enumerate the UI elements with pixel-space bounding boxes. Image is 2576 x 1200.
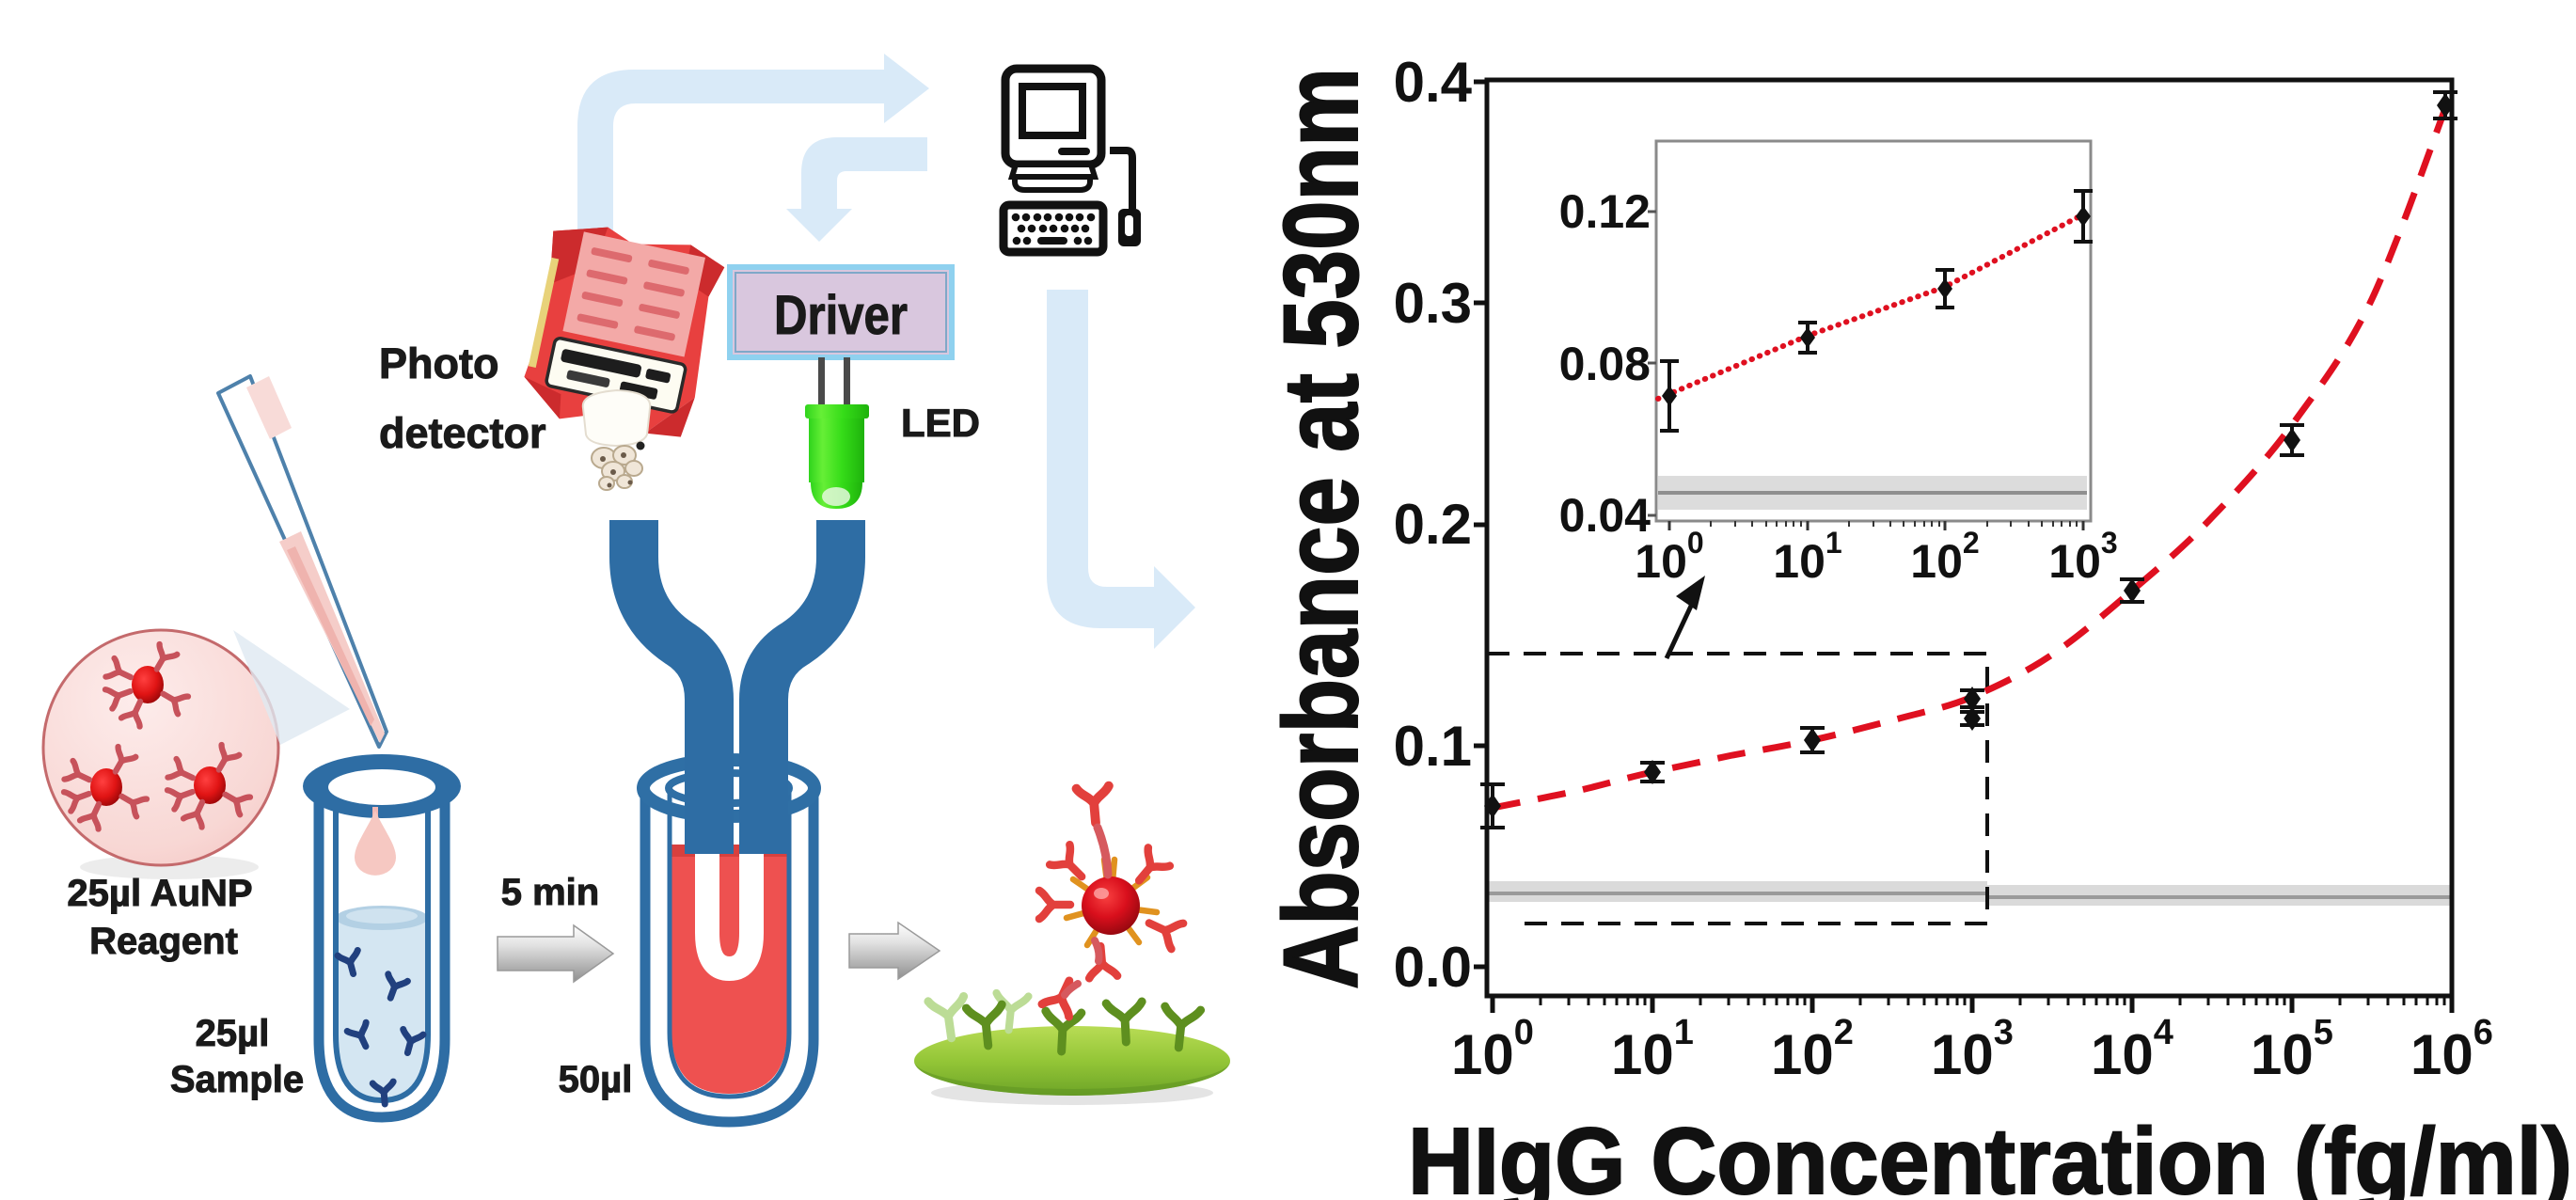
svg-text:0.3: 0.3 — [1394, 272, 1472, 335]
svg-text:25µl AuNP: 25µl AuNP — [67, 873, 252, 914]
svg-text:Sample: Sample — [170, 1059, 304, 1100]
svg-text:0.12: 0.12 — [1559, 185, 1651, 238]
svg-text:Absorbance at 530nm: Absorbance at 530nm — [1262, 68, 1380, 989]
svg-text:0.2: 0.2 — [1394, 493, 1472, 556]
svg-text:LED: LED — [901, 401, 980, 445]
svg-text:5 min: 5 min — [501, 872, 599, 913]
svg-text:Photo: Photo — [379, 339, 498, 387]
svg-text:0.08: 0.08 — [1559, 338, 1651, 390]
svg-text:HIgG Concentration (fg/ml): HIgG Concentration (fg/ml) — [1408, 1109, 2572, 1200]
svg-text:0.0: 0.0 — [1394, 936, 1472, 999]
svg-text:25µl: 25µl — [196, 1013, 270, 1054]
svg-text:100: 100 — [1635, 526, 1703, 588]
svg-text:Driver: Driver — [774, 285, 908, 346]
svg-text:Reagent: Reagent — [89, 921, 238, 962]
svg-text:0.1: 0.1 — [1394, 715, 1472, 778]
svg-text:50µl: 50µl — [559, 1059, 633, 1100]
svg-text:detector: detector — [379, 409, 546, 457]
svg-text:100: 100 — [1451, 1013, 1534, 1086]
svg-text:0.4: 0.4 — [1394, 51, 1473, 114]
svg-text:0.04: 0.04 — [1559, 489, 1651, 542]
